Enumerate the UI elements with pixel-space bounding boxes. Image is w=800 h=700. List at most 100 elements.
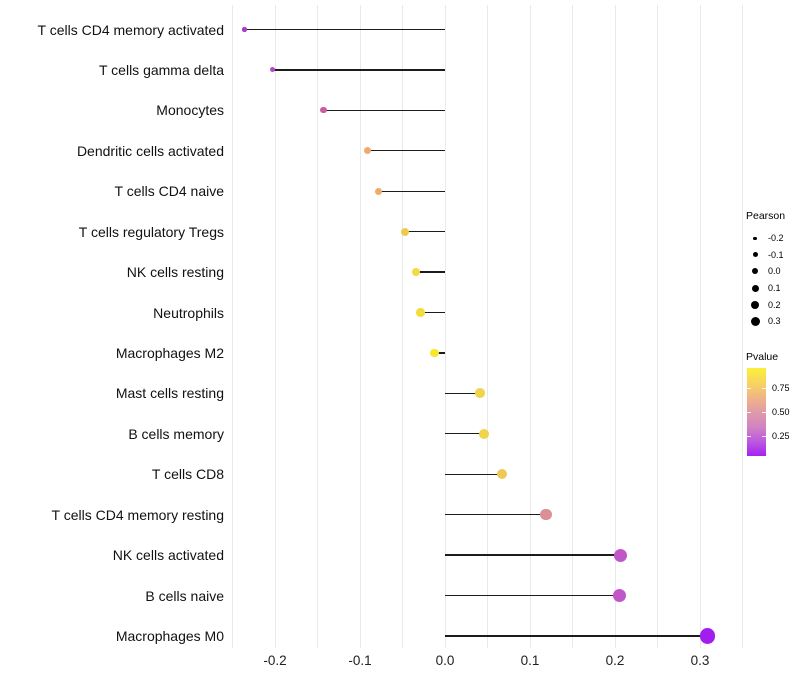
pvalue-colorbar-tick (747, 412, 751, 413)
lollipop-stem (272, 69, 445, 71)
lollipop-stem (445, 514, 547, 516)
category-label: B cells memory (128, 425, 224, 442)
lollipop-stem (323, 109, 445, 111)
lollipop-dot (242, 27, 247, 32)
x-axis-tick-label: 0.1 (520, 653, 540, 668)
lollipop-dot (364, 147, 372, 155)
lollipop-stem (445, 554, 621, 556)
lollipop-stem (445, 473, 502, 475)
category-label: B cells naive (145, 587, 224, 604)
pvalue-color-legend: Pvalue 0.75 0.50 0.25 (744, 351, 800, 456)
lollipop-stem (367, 150, 445, 152)
pvalue-colorbar-tick (762, 436, 766, 437)
pearson-legend-entry: 0.1 (744, 280, 800, 297)
lollipop-dot (612, 588, 626, 603)
lollipop-dot (700, 628, 716, 644)
pearson-legend-key (744, 252, 766, 258)
lollipop-dot (613, 548, 627, 562)
lollipop-stem (445, 433, 485, 435)
pearson-legend-entry: 0.2 (744, 296, 800, 313)
lollipop-dot (401, 227, 410, 236)
gridline (444, 5, 446, 648)
pvalue-colorbar (747, 368, 766, 456)
category-label: Monocytes (156, 102, 224, 119)
category-label: Macrophages M2 (115, 344, 224, 361)
category-label: T cells regulatory Tregs (78, 223, 224, 240)
pearson-legend-label: 0.0 (768, 266, 781, 277)
pvalue-legend-label: 0.25 (772, 430, 790, 441)
category-label: Mast cells resting (115, 385, 224, 402)
pearson-legend-entry: 0.0 (744, 263, 800, 280)
pearson-legend-dot-icon (753, 236, 757, 241)
category-label: T cells CD4 naive (114, 183, 224, 200)
pearson-legend-label: -0.2 (768, 233, 784, 244)
x-axis-tick-label: -0.1 (348, 653, 372, 668)
lollipop-stem (405, 231, 445, 233)
pearson-legend-title: Pearson (746, 210, 786, 222)
lollipop-dot (416, 308, 425, 317)
category-label: NK cells resting (126, 264, 224, 281)
pearson-legend-entry: 0.3 (744, 313, 800, 330)
pearson-legend-key (744, 268, 766, 275)
x-axis-tick-label: -0.2 (263, 653, 287, 668)
lollipop-dot (320, 107, 327, 114)
lollipop-stem (416, 271, 445, 273)
lollipop-stem (445, 392, 480, 395)
pearson-legend-entry: -0.2 (744, 230, 800, 247)
pvalue-colorbar-tick (747, 388, 751, 389)
lollipop-dot (479, 428, 490, 439)
lollipop-dot (540, 508, 552, 521)
lollipop-stem (244, 28, 445, 31)
gridline (572, 5, 573, 648)
lollipop-stem (445, 635, 708, 637)
pearson-legend-label: 0.1 (768, 283, 781, 294)
gridline (232, 5, 233, 648)
x-axis-tick-label: 0.2 (605, 653, 625, 668)
gridline (614, 5, 616, 648)
category-label: T cells CD4 memory resting (51, 506, 224, 523)
pvalue-legend-title: Pvalue (746, 351, 779, 363)
pearson-size-legend: Pearson -0.2 -0.1 0.0 0.1 0.2 0.3 (744, 210, 800, 330)
category-label: Macrophages M0 (115, 627, 224, 644)
x-axis-tick-label: 0.3 (690, 653, 710, 668)
lollipop-dot (496, 469, 508, 480)
pvalue-colorbar-tick (747, 436, 751, 437)
category-label: NK cells activated (112, 547, 224, 564)
pvalue-legend-label: 0.75 (772, 382, 790, 393)
category-label: T cells gamma delta (98, 61, 224, 78)
lollipop-stem (420, 311, 445, 314)
pearson-legend-dot-icon (752, 252, 758, 258)
pvalue-colorbar-tick (762, 388, 766, 389)
pearson-legend-entries: -0.2 -0.1 0.0 0.1 0.2 0.3 (744, 230, 800, 330)
lollipop-dot (474, 388, 485, 399)
x-axis-tick-label: 0.0 (435, 653, 455, 668)
gridline (274, 5, 276, 648)
pearson-legend-entry: -0.1 (744, 247, 800, 264)
category-label: Neutrophils (153, 304, 224, 321)
lollipop-stem (445, 594, 620, 597)
pearson-legend-key (744, 300, 766, 309)
lollipop-dot (430, 348, 440, 358)
gridline (529, 5, 531, 648)
gridline (742, 5, 743, 648)
gridline (317, 5, 318, 648)
pearson-legend-dot-icon (750, 316, 760, 326)
gridline (402, 5, 403, 648)
category-label: T cells CD8 (151, 466, 224, 483)
pvalue-colorbar-tick (762, 412, 766, 413)
lollipop-dot (374, 187, 383, 195)
pearson-legend-dot-icon (751, 284, 759, 292)
pearson-legend-dot-icon (752, 268, 758, 275)
pearson-legend-dot-icon (751, 300, 759, 309)
category-label: T cells CD4 memory activated (37, 21, 224, 38)
lollipop-dot (411, 267, 421, 277)
lollipop-dot (269, 67, 275, 73)
pearson-legend-key (744, 236, 766, 241)
lollipop-stem (378, 190, 445, 192)
pearson-legend-key (744, 284, 766, 292)
pearson-legend-label: 0.3 (768, 316, 781, 327)
gridline (487, 5, 488, 648)
pearson-legend-key (744, 316, 766, 326)
pvalue-legend-label: 0.50 (772, 406, 790, 417)
